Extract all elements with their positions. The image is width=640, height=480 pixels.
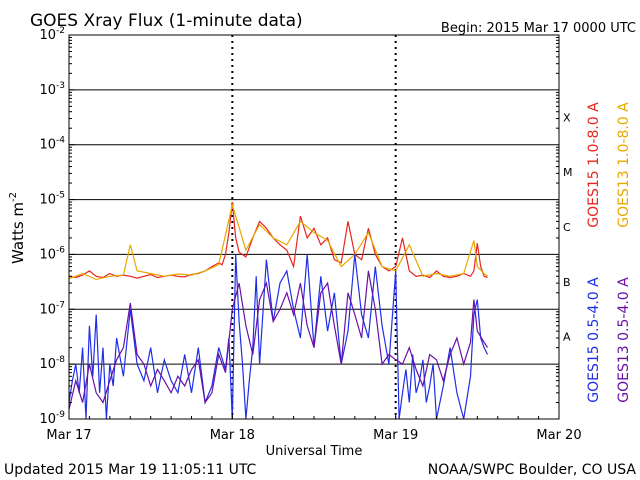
source-label: NOAA/SWPC Boulder, CO USA bbox=[428, 462, 637, 478]
x-tick-label: Mar 18 bbox=[210, 428, 255, 443]
x-tick-label: Mar 17 bbox=[46, 428, 91, 443]
legend: GOES15 1.0-8.0 A GOES13 1.0-8.0 A GOES15 0… bbox=[586, 102, 632, 403]
y-tick-label: 10-2 bbox=[39, 26, 65, 43]
svg-text:Watts m-2: Watts m-2 bbox=[8, 192, 27, 264]
flare-class-label: M bbox=[563, 166, 573, 179]
y-tick-label: 10-7 bbox=[39, 300, 65, 317]
x-tick-label: Mar 20 bbox=[536, 428, 581, 443]
flare-class-label: X bbox=[563, 111, 571, 124]
y-axis-label-exponent: -2 bbox=[8, 192, 19, 202]
y-tick-label: 10-5 bbox=[39, 191, 65, 208]
series-line bbox=[68, 202, 488, 281]
x-axis-label: Universal Time bbox=[266, 444, 363, 459]
series-line bbox=[68, 270, 489, 410]
y-tick-label: 10-8 bbox=[39, 355, 65, 372]
updated-label: Updated 2015 Mar 19 11:05:11 UTC bbox=[4, 462, 257, 478]
legend-entry: GOES15 1.0-8.0 A bbox=[586, 102, 602, 228]
series-line bbox=[68, 202, 488, 279]
legend-entry: GOES13 0.5-4.0 A bbox=[616, 277, 632, 403]
y-axis-label: Watts m-2 bbox=[8, 192, 27, 264]
legend-entry: GOES13 1.0-8.0 A bbox=[616, 102, 632, 228]
begin-label: Begin: 2015 Mar 17 0000 UTC bbox=[441, 21, 636, 36]
y-tick-label: 10-9 bbox=[39, 410, 65, 427]
flare-class-label: B bbox=[563, 276, 571, 289]
flare-class-label: C bbox=[563, 221, 571, 234]
chart-title: GOES Xray Flux (1-minute data) bbox=[30, 11, 303, 31]
y-tick-label: 10-4 bbox=[39, 136, 65, 153]
legend-entry: GOES15 0.5-4.0 A bbox=[586, 277, 602, 403]
series-line bbox=[68, 254, 489, 420]
flare-class-label: A bbox=[563, 331, 571, 344]
grid-layer bbox=[69, 35, 559, 419]
y-axis-label-text: Watts m bbox=[9, 202, 27, 264]
y-tick-label: 10-3 bbox=[39, 81, 65, 98]
y-tick-label: 10-6 bbox=[39, 245, 65, 262]
x-tick-label: Mar 19 bbox=[373, 428, 418, 443]
series-layer bbox=[68, 202, 489, 420]
